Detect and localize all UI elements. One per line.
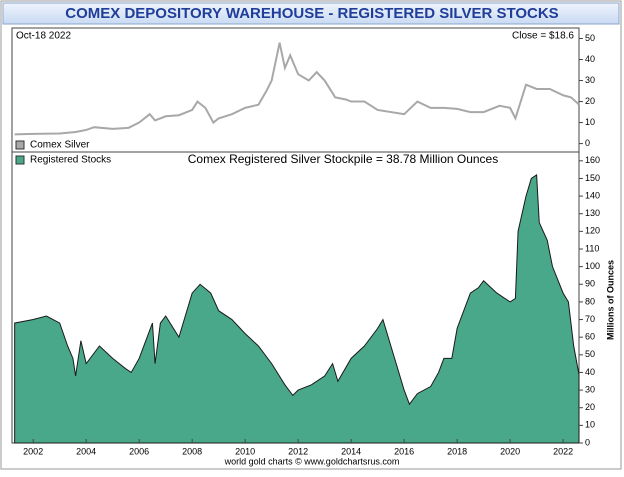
y-tick-label: 40 xyxy=(585,367,595,377)
y-tick-label: 120 xyxy=(585,226,600,236)
y-tick-label: 110 xyxy=(585,243,599,253)
y-axis-label: Millions of Ounces xyxy=(605,260,615,340)
y-tick-label: 140 xyxy=(585,190,600,200)
legend-label: Registered Stocks xyxy=(30,155,111,166)
legend-swatch xyxy=(15,140,25,150)
x-tick-label: 2012 xyxy=(288,446,308,456)
y-tick-label: 50 xyxy=(585,33,595,43)
y-tick-label: 100 xyxy=(585,261,600,271)
y-tick-label: 70 xyxy=(585,314,595,324)
y-tick-label: 60 xyxy=(585,332,595,342)
footer: world gold charts © www.goldchartsrus.co… xyxy=(224,456,400,466)
y-tick-label: 20 xyxy=(585,402,595,412)
close-label: Close = $18.6 xyxy=(512,31,574,42)
chart-title: COMEX DEPOSITORY WAREHOUSE - REGISTERED … xyxy=(65,5,558,22)
y-tick-label: 40 xyxy=(585,54,595,64)
x-tick-label: 2004 xyxy=(76,446,96,456)
y-tick-label: 160 xyxy=(585,155,600,165)
x-tick-label: 2018 xyxy=(447,446,467,456)
date-label: Oct-18 2022 xyxy=(16,31,71,42)
y-tick-label: 80 xyxy=(585,296,595,306)
y-tick-label: 30 xyxy=(585,75,595,85)
x-tick-label: 2006 xyxy=(129,446,149,456)
x-tick-label: 2008 xyxy=(182,446,202,456)
y-tick-label: 0 xyxy=(585,138,590,148)
title-bar xyxy=(2,2,620,25)
stock-area xyxy=(14,174,580,444)
x-tick-label: 2020 xyxy=(500,446,520,456)
y-tick-label: 10 xyxy=(585,420,595,430)
y-tick-label: 130 xyxy=(585,208,600,218)
x-tick-label: 2002 xyxy=(23,446,43,456)
x-tick-label: 2016 xyxy=(394,446,414,456)
x-tick-label: 2010 xyxy=(235,446,255,456)
y-tick-label: 20 xyxy=(585,96,595,106)
annotation: Comex Registered Silver Stockpile = 38.7… xyxy=(188,152,498,166)
y-tick-label: 90 xyxy=(585,279,595,289)
y-tick-label: 0 xyxy=(585,437,590,447)
legend-swatch xyxy=(15,155,25,165)
price-line xyxy=(14,42,580,136)
x-tick-label: 2022 xyxy=(553,446,573,456)
legend-label: Comex Silver xyxy=(30,140,90,151)
y-tick-label: 30 xyxy=(585,384,595,394)
y-tick-label: 10 xyxy=(585,117,595,127)
x-tick-label: 2014 xyxy=(341,446,361,456)
y-tick-label: 150 xyxy=(585,173,600,183)
y-tick-label: 50 xyxy=(585,349,595,359)
